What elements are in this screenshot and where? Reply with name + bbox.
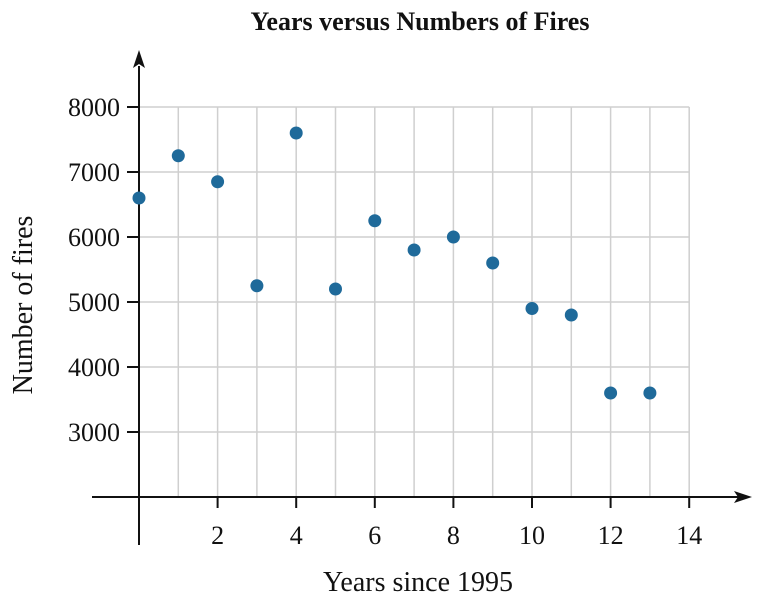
axes <box>92 50 752 545</box>
x-tick-label: 2 <box>211 521 224 550</box>
data-point <box>643 386 657 400</box>
data-point <box>407 243 421 257</box>
chart-title: Years versus Numbers of Fires <box>251 7 590 36</box>
x-axis-label: Years since 1995 <box>323 567 513 598</box>
x-tick-label: 6 <box>368 521 381 550</box>
x-tick-label: 10 <box>519 521 545 550</box>
y-tick-label: 3000 <box>68 418 120 447</box>
data-point <box>329 282 342 296</box>
y-tick-label: 7000 <box>68 158 120 187</box>
y-axis-label: Number of fires <box>8 216 39 395</box>
y-tick-label: 8000 <box>68 93 120 122</box>
data-points <box>132 126 657 400</box>
ticks: 2 4 6 8 10 12 14 3000 4000 5000 6000 7000 8000 <box>68 93 702 550</box>
data-point <box>446 230 460 244</box>
data-point <box>132 191 146 205</box>
data-point <box>171 149 185 163</box>
data-point <box>211 175 225 189</box>
data-point <box>368 214 382 228</box>
x-axis-arrow <box>734 491 752 503</box>
x-tick-label: 8 <box>447 521 460 550</box>
y-axis-arrow <box>133 50 145 68</box>
x-tick-label: 14 <box>676 521 702 550</box>
y-tick-label: 6000 <box>68 223 120 252</box>
data-point <box>250 279 264 293</box>
data-point <box>486 256 500 270</box>
data-point <box>604 386 618 400</box>
y-tick-label: 5000 <box>68 288 120 317</box>
grid <box>139 106 690 497</box>
x-tick-label: 12 <box>598 521 624 550</box>
data-point <box>564 308 578 322</box>
x-tick-label: 4 <box>290 521 303 550</box>
y-tick-label: 4000 <box>68 353 120 382</box>
data-point <box>289 126 303 140</box>
data-point <box>525 302 539 315</box>
